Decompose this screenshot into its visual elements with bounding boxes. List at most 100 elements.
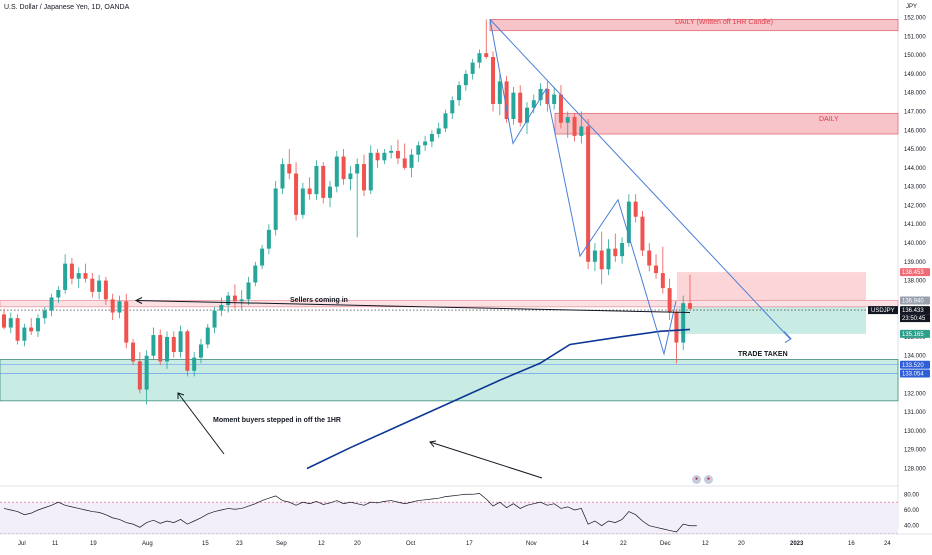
candle-body[interactable] bbox=[491, 56, 496, 104]
candle-body[interactable] bbox=[151, 335, 156, 356]
candle-body[interactable] bbox=[497, 81, 502, 104]
candle-body[interactable] bbox=[470, 62, 475, 74]
candle-body[interactable] bbox=[69, 263, 74, 279]
candle-body[interactable] bbox=[538, 88, 543, 101]
candle-body[interactable] bbox=[531, 100, 536, 108]
candle-body[interactable] bbox=[667, 288, 672, 313]
candle-body[interactable] bbox=[416, 145, 421, 155]
candle-body[interactable] bbox=[579, 126, 584, 136]
candle-body[interactable] bbox=[477, 53, 482, 63]
candle-body[interactable] bbox=[450, 100, 455, 114]
candle-body[interactable] bbox=[429, 134, 434, 142]
candle-body[interactable] bbox=[341, 156, 346, 180]
candle-body[interactable] bbox=[124, 301, 129, 343]
candle-body[interactable] bbox=[239, 299, 244, 302]
candle-body[interactable] bbox=[409, 154, 414, 168]
candle-body[interactable] bbox=[599, 250, 604, 270]
candle-body[interactable] bbox=[117, 301, 122, 313]
candle-body[interactable] bbox=[368, 152, 373, 191]
candle-body[interactable] bbox=[423, 141, 428, 146]
candle-body[interactable] bbox=[63, 263, 68, 290]
candle-body[interactable] bbox=[165, 336, 170, 362]
candle-body[interactable] bbox=[484, 53, 489, 57]
candle-body[interactable] bbox=[375, 152, 380, 161]
candle-body[interactable] bbox=[232, 295, 237, 302]
candle-body[interactable] bbox=[8, 318, 13, 328]
us-flag-icon[interactable]: ● bbox=[703, 474, 714, 485]
candle-body[interactable] bbox=[307, 188, 312, 195]
candle-body[interactable] bbox=[185, 331, 190, 371]
candle-body[interactable] bbox=[226, 295, 231, 306]
candle-body[interactable] bbox=[2, 314, 6, 328]
candle-body[interactable] bbox=[287, 164, 292, 174]
candle-body[interactable] bbox=[83, 273, 88, 279]
candle-body[interactable] bbox=[463, 73, 468, 86]
candle-body[interactable] bbox=[131, 342, 136, 362]
candle-body[interactable] bbox=[613, 248, 618, 257]
candle-body[interactable] bbox=[35, 318, 40, 332]
candle-body[interactable] bbox=[606, 248, 611, 270]
candle-body[interactable] bbox=[688, 303, 692, 309]
candle-body[interactable] bbox=[660, 273, 665, 289]
candle-body[interactable] bbox=[110, 299, 115, 313]
candle-body[interactable] bbox=[328, 186, 333, 198]
candle-body[interactable] bbox=[565, 117, 570, 123]
candle-body[interactable] bbox=[389, 150, 394, 153]
candle-body[interactable] bbox=[103, 280, 108, 300]
candle-body[interactable] bbox=[395, 150, 400, 159]
candle-body[interactable] bbox=[355, 164, 360, 174]
candle-body[interactable] bbox=[260, 248, 265, 266]
candle-body[interactable] bbox=[443, 113, 448, 129]
candle-body[interactable] bbox=[266, 229, 271, 249]
candle-body[interactable] bbox=[294, 173, 299, 215]
candle-body[interactable] bbox=[361, 164, 366, 191]
candle-body[interactable] bbox=[654, 265, 659, 274]
candle-body[interactable] bbox=[402, 158, 407, 168]
candle-body[interactable] bbox=[178, 331, 183, 352]
candle-body[interactable] bbox=[219, 305, 224, 311]
candle-body[interactable] bbox=[198, 344, 203, 358]
candle-body[interactable] bbox=[144, 355, 149, 390]
candle-body[interactable] bbox=[246, 282, 251, 300]
candle-body[interactable] bbox=[22, 327, 27, 341]
candle-body[interactable] bbox=[212, 310, 217, 328]
candle-body[interactable] bbox=[205, 327, 210, 345]
candle-body[interactable] bbox=[640, 216, 645, 251]
candle-body[interactable] bbox=[76, 273, 81, 279]
candle-body[interactable] bbox=[382, 152, 387, 161]
candle-body[interactable] bbox=[552, 94, 557, 104]
candle-body[interactable] bbox=[280, 164, 285, 189]
candle-body[interactable] bbox=[633, 201, 638, 217]
candle-body[interactable] bbox=[457, 85, 462, 101]
candle-body[interactable] bbox=[558, 94, 563, 123]
candle-body[interactable] bbox=[137, 361, 142, 390]
candle-body[interactable] bbox=[158, 335, 163, 362]
candle-body[interactable] bbox=[586, 126, 591, 262]
candle-body[interactable] bbox=[681, 303, 686, 343]
candle-body[interactable] bbox=[348, 173, 353, 180]
candle-body[interactable] bbox=[647, 250, 652, 266]
candle-body[interactable] bbox=[300, 188, 305, 215]
candle-body[interactable] bbox=[314, 165, 319, 195]
candle-body[interactable] bbox=[334, 156, 339, 187]
candle-body[interactable] bbox=[592, 250, 597, 262]
candle-body[interactable] bbox=[253, 265, 258, 283]
candle-body[interactable] bbox=[511, 92, 516, 119]
candle-body[interactable] bbox=[620, 243, 625, 257]
candle-body[interactable] bbox=[626, 201, 631, 243]
candle-body[interactable] bbox=[572, 117, 577, 136]
candle-body[interactable] bbox=[90, 278, 95, 292]
candle-body[interactable] bbox=[15, 318, 20, 341]
candle-body[interactable] bbox=[674, 312, 679, 343]
candle-body[interactable] bbox=[518, 92, 523, 123]
us-flag-icon[interactable]: ● bbox=[691, 474, 702, 485]
candle-body[interactable] bbox=[524, 107, 529, 123]
candle-body[interactable] bbox=[436, 128, 441, 135]
candle-body[interactable] bbox=[56, 289, 61, 298]
candle-body[interactable] bbox=[504, 81, 509, 119]
candle-body[interactable] bbox=[321, 165, 326, 198]
candle-body[interactable] bbox=[192, 357, 197, 371]
candle-body[interactable] bbox=[29, 327, 34, 332]
